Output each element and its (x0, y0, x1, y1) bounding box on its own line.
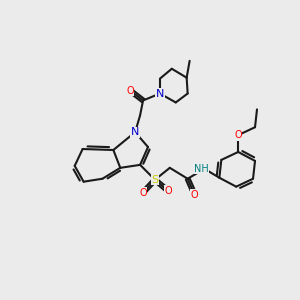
Text: O: O (191, 190, 198, 200)
Text: O: O (139, 188, 147, 198)
Text: O: O (126, 85, 134, 96)
Text: N: N (156, 88, 164, 98)
Text: O: O (164, 186, 172, 196)
Text: NH: NH (194, 164, 209, 174)
Text: N: N (131, 127, 139, 137)
Text: O: O (234, 130, 242, 140)
Text: S: S (152, 175, 158, 185)
